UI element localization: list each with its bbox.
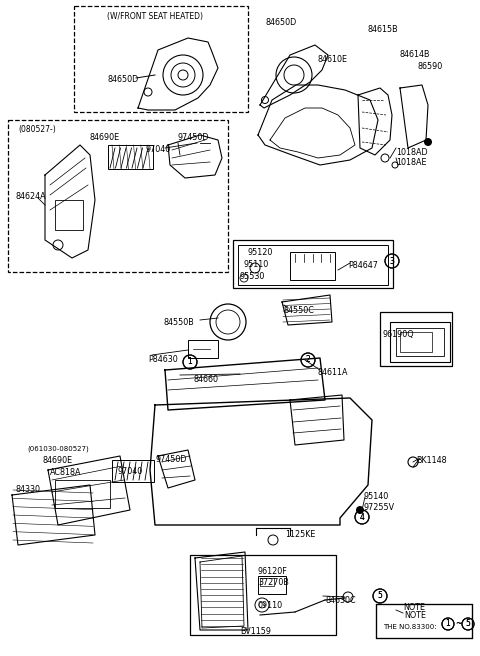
Text: 84610E: 84610E xyxy=(318,55,348,64)
Text: 96190Q: 96190Q xyxy=(382,330,414,339)
Bar xyxy=(290,252,335,280)
Text: 84615B: 84615B xyxy=(368,25,398,34)
Text: 84690E: 84690E xyxy=(90,133,120,142)
Text: 95120: 95120 xyxy=(248,248,274,257)
Text: ~: ~ xyxy=(455,619,461,628)
Bar xyxy=(258,576,286,594)
Bar xyxy=(396,328,444,356)
Circle shape xyxy=(424,138,432,146)
Text: 86590: 86590 xyxy=(418,62,443,71)
Text: 5: 5 xyxy=(466,619,470,628)
Text: 2: 2 xyxy=(306,356,311,365)
Text: 97040: 97040 xyxy=(118,467,143,476)
Text: 84611A: 84611A xyxy=(318,368,348,377)
Bar xyxy=(55,200,83,230)
Bar xyxy=(190,555,336,635)
Text: ~: ~ xyxy=(455,619,461,628)
Text: 84330: 84330 xyxy=(16,485,41,494)
Text: 37270B: 37270B xyxy=(258,578,289,587)
Text: BK1148: BK1148 xyxy=(416,456,446,465)
Text: 97255V: 97255V xyxy=(364,503,395,512)
Bar xyxy=(8,120,228,272)
Bar xyxy=(108,145,153,169)
Text: 5: 5 xyxy=(466,619,470,628)
Text: 84550B: 84550B xyxy=(164,318,195,327)
Text: 4: 4 xyxy=(360,512,364,522)
Text: 1: 1 xyxy=(445,619,450,628)
Text: 5: 5 xyxy=(378,592,383,600)
Text: 95110: 95110 xyxy=(244,260,269,269)
Text: 84650D: 84650D xyxy=(265,18,296,27)
Text: AC818A: AC818A xyxy=(50,468,82,477)
Bar xyxy=(188,340,218,358)
Text: 1018AE: 1018AE xyxy=(396,158,427,167)
Text: (061030-080527): (061030-080527) xyxy=(27,446,89,453)
Text: BV1159: BV1159 xyxy=(240,627,271,636)
Text: 09110: 09110 xyxy=(258,601,283,610)
Text: 2: 2 xyxy=(306,356,311,365)
Text: 3: 3 xyxy=(390,256,395,266)
Bar xyxy=(238,245,388,285)
Text: 97040: 97040 xyxy=(145,145,170,154)
Text: 1125KE: 1125KE xyxy=(285,530,315,539)
Text: 1: 1 xyxy=(445,619,450,628)
Text: 84650D: 84650D xyxy=(108,75,139,84)
Text: 84550C: 84550C xyxy=(283,306,314,315)
Text: 95140: 95140 xyxy=(364,492,389,501)
Text: 95530: 95530 xyxy=(239,272,264,281)
Text: 1018AD: 1018AD xyxy=(396,148,428,157)
Text: 3: 3 xyxy=(390,256,395,266)
Bar xyxy=(390,322,450,362)
Text: 84690E: 84690E xyxy=(43,456,73,465)
Text: P84647: P84647 xyxy=(348,261,378,270)
Bar xyxy=(74,6,248,112)
Text: 97450D: 97450D xyxy=(155,455,187,464)
Text: 97450D: 97450D xyxy=(178,133,209,142)
Text: P84630: P84630 xyxy=(148,355,178,364)
Bar xyxy=(233,240,393,288)
Bar xyxy=(376,604,472,638)
Circle shape xyxy=(356,506,364,514)
Bar xyxy=(55,480,110,508)
Text: NOTE: NOTE xyxy=(403,604,425,613)
Text: (W/FRONT SEAT HEATED): (W/FRONT SEAT HEATED) xyxy=(107,12,203,21)
Bar xyxy=(260,578,274,586)
Text: 84624A: 84624A xyxy=(16,192,47,201)
Text: 1: 1 xyxy=(188,358,192,367)
Bar xyxy=(112,460,154,482)
Bar xyxy=(380,312,452,366)
Text: 1: 1 xyxy=(188,358,192,367)
Text: 84660: 84660 xyxy=(194,375,219,384)
Text: NOTE: NOTE xyxy=(404,611,426,620)
Text: THE NO.83300:: THE NO.83300: xyxy=(383,624,437,630)
Text: 84614B: 84614B xyxy=(400,50,431,59)
Text: 96120F: 96120F xyxy=(258,567,288,576)
Text: 84630C: 84630C xyxy=(325,596,356,605)
Text: (080527-): (080527-) xyxy=(18,125,56,134)
Text: 4: 4 xyxy=(360,512,364,522)
Text: 5: 5 xyxy=(378,592,383,600)
Bar xyxy=(400,332,432,352)
